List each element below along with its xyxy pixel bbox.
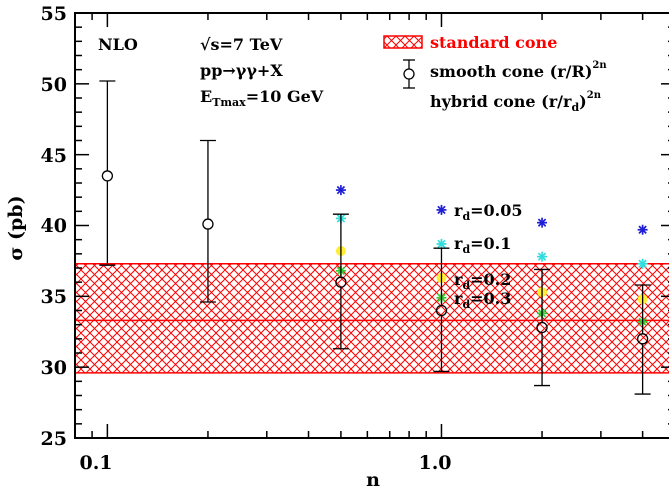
y-axis-label: σ (pb) [5, 195, 27, 260]
annotations: NLO √s=7 TeV pp→γγ+X ETmax=10 GeV [98, 35, 324, 109]
rd-label-0.1: rd=0.1 [454, 234, 511, 256]
y-tick-label: 35 [41, 286, 67, 308]
hybrid-point-rd-0.05 [637, 224, 648, 235]
legend: standard cone smooth cone (r/R)2n hybrid… [383, 33, 607, 114]
smooth-cone-point [332, 213, 349, 350]
x-tick-label: 0.1 [79, 452, 112, 474]
y-tick-label: 25 [41, 428, 67, 450]
legend-hybrid-sup: 2n [587, 90, 602, 101]
legend-standard-label: standard cone [430, 33, 557, 52]
rd-labels: rd=0.05 rd=0.1 rd=0.2 rd=0.3 [454, 201, 523, 311]
standard-cone-band-fill [75, 263, 669, 373]
smooth-cone-point [534, 268, 551, 387]
y-tick-label: 45 [41, 145, 67, 167]
energy-label: √s=7 TeV [200, 35, 283, 54]
hybrid-point-rd-0.05 [335, 185, 346, 196]
rd-label-0.3: rd=0.3 [454, 289, 511, 311]
legend-hybrid-label: hybrid cone (r/rd)2n [430, 90, 602, 114]
legend-smooth-sup: 2n [592, 60, 607, 71]
smooth-cone-points [99, 80, 651, 395]
y-tick-label: 50 [41, 74, 67, 96]
standard-cone-band [75, 263, 669, 374]
legend-hybrid-sub: d [571, 101, 579, 114]
et-label-rest: =10 GeV [246, 87, 324, 106]
x-axis-label: n [366, 469, 380, 489]
et-label-main: E [200, 87, 212, 106]
y-tick-labels: 25 30 35 40 45 50 55 [41, 3, 67, 450]
hybrid-point-rd-0.1 [537, 251, 548, 262]
y-tick-label: 40 [41, 215, 67, 237]
smooth-cone-point [199, 139, 216, 303]
et-label-sub: Tmax [212, 96, 246, 109]
legend-hybrid-close: ) [579, 92, 587, 111]
hybrid-point-rd-0.05 [436, 204, 447, 215]
order-label: NLO [98, 35, 138, 54]
hybrid-point-rd-0.1 [637, 258, 648, 269]
x-tick-labels: 0.1 1.0 [79, 452, 451, 474]
legend-smooth-main: smooth cone (r/R) [430, 62, 592, 81]
x-tick-label: 1.0 [418, 452, 451, 474]
y-tick-label: 30 [41, 357, 67, 379]
et-label: ETmax=10 GeV [200, 87, 324, 109]
hybrid-point-rd-0.1 [436, 238, 447, 249]
legend-standard-swatch [383, 35, 423, 49]
rd-label-0.05: rd=0.05 [454, 201, 523, 223]
legend-smooth-label: smooth cone (r/R)2n [430, 60, 607, 81]
legend-smooth-marker [403, 68, 415, 80]
hybrid-point-rd-0.05 [537, 217, 548, 228]
smooth-cone-point [99, 80, 116, 266]
axis-ticks [74, 12, 669, 439]
legend-hybrid-main: hybrid cone (r/r [430, 92, 572, 111]
smooth-cone-point [433, 247, 450, 373]
smooth-cone-point [634, 284, 651, 395]
y-tick-label: 55 [41, 3, 67, 25]
process-label: pp→γγ+X [200, 61, 283, 80]
rd-label-0.2: rd=0.2 [454, 270, 511, 292]
